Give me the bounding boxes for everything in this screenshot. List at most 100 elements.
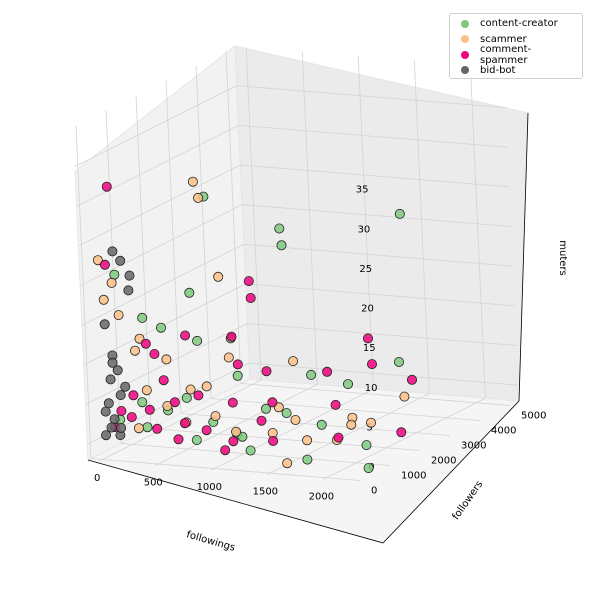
legend-label: bid-bot <box>480 64 516 76</box>
point-scammer <box>365 417 376 428</box>
point-comment-spammer <box>256 415 267 426</box>
legend-item-comment-spammer: comment-spammer <box>456 44 576 66</box>
grid-line <box>323 397 486 480</box>
grid-line <box>240 164 510 188</box>
point-comment-spammer <box>173 434 184 445</box>
axis-lines <box>87 112 529 544</box>
point-bid-bot <box>105 374 116 385</box>
point-scammer <box>193 192 204 203</box>
point-bid-bot <box>115 255 126 266</box>
legend-marker <box>461 19 469 28</box>
point-scammer <box>187 176 198 187</box>
grid-line <box>90 458 361 481</box>
point-scammer <box>223 352 234 363</box>
point-comment-spammer <box>144 404 155 415</box>
grid-line <box>76 124 239 207</box>
grid-line <box>81 243 245 326</box>
point-content-creator <box>363 463 374 474</box>
point-content-creator <box>306 369 317 380</box>
y-tick-label: 5000 <box>521 411 546 422</box>
point-scammer <box>290 414 301 425</box>
point-comment-spammer <box>126 412 137 423</box>
point-bid-bot <box>116 422 127 433</box>
point-scammer <box>133 423 144 434</box>
legend-marker <box>461 50 469 59</box>
grid-line <box>155 384 318 466</box>
point-comment-spammer <box>245 292 256 303</box>
point-bid-bot <box>107 246 118 257</box>
grid-line <box>78 164 241 247</box>
point-bid-bot <box>112 365 123 376</box>
grid-line <box>243 243 513 267</box>
point-content-creator <box>316 419 327 430</box>
point-bid-bot <box>103 398 114 409</box>
point-bid-bot <box>115 390 126 401</box>
point-scammer <box>161 354 172 365</box>
x-tick-label: 1500 <box>253 487 278 498</box>
x-tick-label: 1000 <box>197 482 222 493</box>
point-scammer <box>92 255 103 266</box>
point-bid-bot <box>124 270 135 281</box>
point-scammer <box>213 271 224 282</box>
grid-line <box>249 362 519 386</box>
point-comment-spammer <box>158 375 169 386</box>
point-content-creator <box>137 397 148 408</box>
point-content-creator <box>276 240 287 251</box>
point-scammer <box>98 294 109 305</box>
y-axis-label: followers <box>451 479 486 522</box>
point-comment-spammer <box>232 359 243 370</box>
grid-line <box>120 443 391 466</box>
point-bid-bot <box>123 285 134 296</box>
point-comment-spammer <box>128 390 139 401</box>
point-comment-spammer <box>406 374 417 385</box>
point-comment-spammer <box>220 445 231 456</box>
point-comment-spammer <box>116 405 127 416</box>
point-bid-bot <box>120 381 131 392</box>
point-comment-spammer <box>333 432 344 443</box>
point-content-creator <box>260 403 271 414</box>
point-content-creator <box>393 356 404 367</box>
point-scammer <box>210 411 221 422</box>
y-tick-label: 1000 <box>401 471 426 482</box>
point-scammer <box>106 277 117 288</box>
point-scammer <box>129 345 140 356</box>
grid-line <box>211 388 374 471</box>
grid-line <box>267 393 430 476</box>
legend: content-creator scammer comment-spammer … <box>449 13 583 79</box>
point-scammer <box>201 381 212 392</box>
point-bid-bot <box>107 357 118 368</box>
grid-line <box>99 379 262 462</box>
x-tick-label: 0 <box>94 473 100 484</box>
grid-line <box>74 85 237 168</box>
point-comment-spammer <box>362 333 373 344</box>
legend-item-content-creator: content-creator <box>456 16 576 32</box>
point-comment-spammer <box>228 436 239 447</box>
z-tick-label: 35 <box>356 185 369 196</box>
point-bid-bot <box>101 430 112 441</box>
point-comment-spammer <box>322 366 333 377</box>
grid-line <box>242 204 512 227</box>
x-tick-label: 500 <box>144 478 163 489</box>
point-comment-spammer <box>101 181 112 192</box>
point-comment-spammer <box>149 348 160 359</box>
point-content-creator <box>302 454 313 465</box>
point-comment-spammer <box>140 338 151 349</box>
point-comment-spammer <box>396 427 407 438</box>
point-content-creator <box>181 392 192 403</box>
point-comment-spammer <box>267 397 278 408</box>
z-tick-label: 15 <box>363 343 376 354</box>
point-comment-spammer <box>226 331 237 342</box>
legend-item-bid-bot: bid-bot <box>456 63 576 79</box>
grid-line <box>150 428 421 451</box>
point-comment-spammer <box>366 359 377 370</box>
point-scammer <box>231 426 242 437</box>
point-comment-spammer <box>179 418 190 429</box>
point-content-creator <box>192 335 203 346</box>
grid-line <box>236 85 506 109</box>
point-content-creator <box>142 422 153 433</box>
point-scammer <box>141 385 152 396</box>
point-bid-bot <box>106 422 117 433</box>
point-content-creator <box>281 408 292 419</box>
point-content-creator <box>109 269 120 280</box>
